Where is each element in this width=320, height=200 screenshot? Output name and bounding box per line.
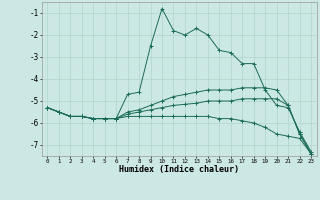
X-axis label: Humidex (Indice chaleur): Humidex (Indice chaleur) xyxy=(119,165,239,174)
